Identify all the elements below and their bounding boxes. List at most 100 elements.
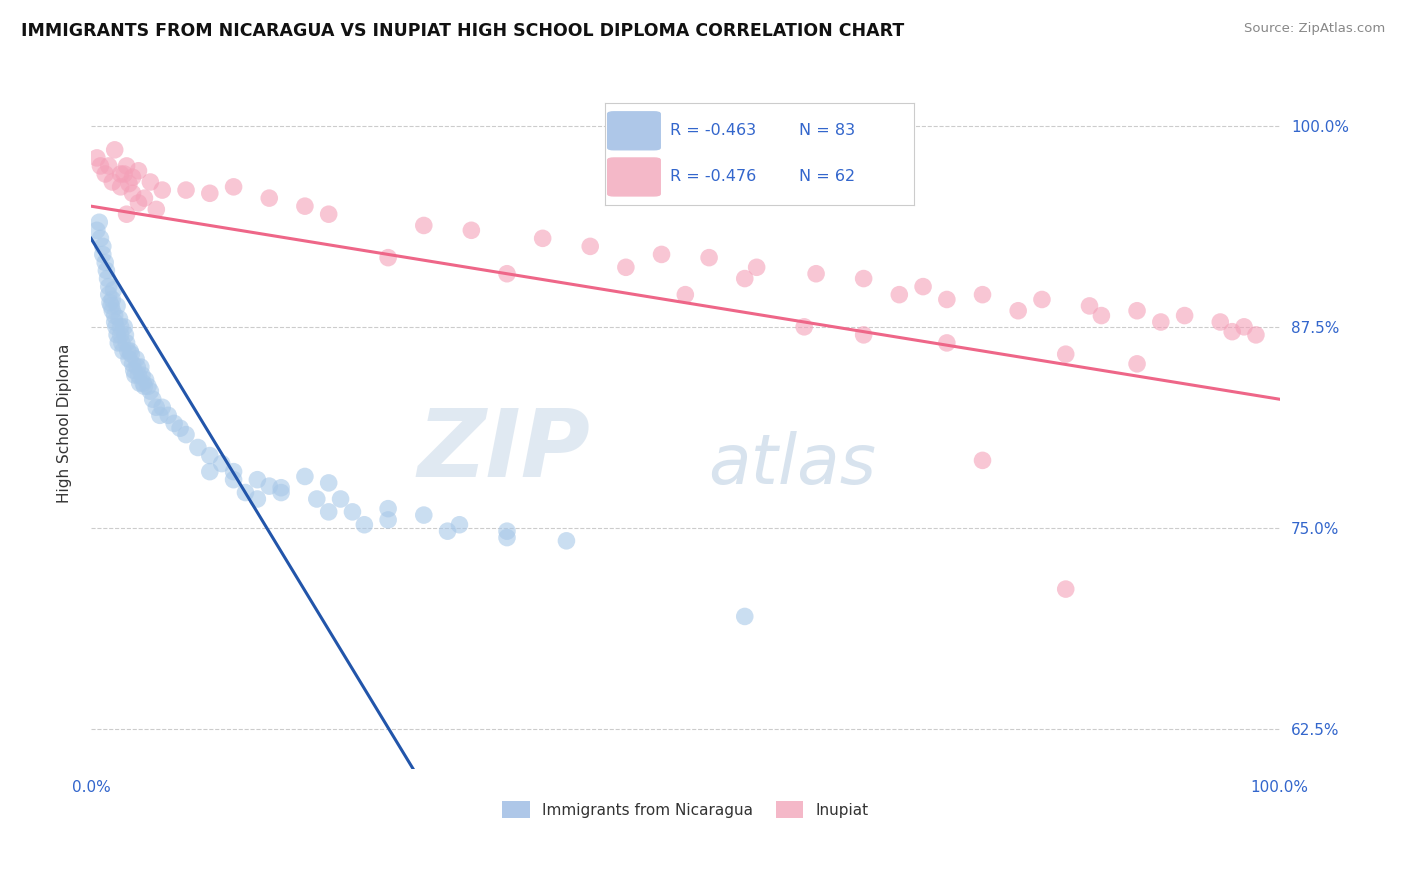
Point	[793, 319, 815, 334]
Point	[121, 186, 143, 201]
Point	[169, 421, 191, 435]
Point	[134, 191, 156, 205]
Point	[852, 271, 875, 285]
Text: N = 62: N = 62	[800, 169, 856, 185]
Point	[187, 441, 209, 455]
Point	[97, 287, 120, 301]
Point	[112, 319, 135, 334]
Point	[125, 351, 148, 366]
Point	[157, 409, 180, 423]
Point	[377, 251, 399, 265]
Point	[412, 508, 434, 522]
Point	[1054, 347, 1077, 361]
Point	[1233, 319, 1256, 334]
Point	[1126, 303, 1149, 318]
Point	[142, 392, 165, 407]
Point	[318, 505, 340, 519]
Point	[110, 327, 132, 342]
Point	[117, 343, 139, 358]
Point	[1126, 357, 1149, 371]
Point	[294, 469, 316, 483]
Point	[118, 351, 141, 366]
Point	[198, 465, 221, 479]
Point	[145, 202, 167, 217]
Point	[852, 327, 875, 342]
Point	[110, 167, 132, 181]
Point	[118, 177, 141, 191]
Point	[531, 231, 554, 245]
Point	[673, 287, 696, 301]
FancyBboxPatch shape	[607, 158, 661, 196]
Point	[94, 167, 117, 181]
Point	[121, 170, 143, 185]
Point	[89, 231, 111, 245]
Point	[105, 299, 128, 313]
Point	[110, 179, 132, 194]
Point	[436, 524, 458, 538]
Point	[98, 295, 121, 310]
Point	[115, 335, 138, 350]
Point	[89, 159, 111, 173]
Point	[1220, 325, 1243, 339]
Point	[124, 368, 146, 383]
Point	[449, 517, 471, 532]
Point	[496, 524, 519, 538]
Point	[103, 283, 125, 297]
Point	[377, 513, 399, 527]
Point	[150, 183, 173, 197]
Point	[614, 260, 637, 275]
Point	[97, 271, 120, 285]
Point	[270, 481, 292, 495]
Text: Source: ZipAtlas.com: Source: ZipAtlas.com	[1244, 22, 1385, 36]
Point	[935, 293, 957, 307]
Point	[139, 175, 162, 189]
Text: R = -0.463: R = -0.463	[669, 123, 755, 138]
Text: ZIP: ZIP	[418, 405, 591, 497]
Point	[100, 299, 122, 313]
Point	[257, 479, 280, 493]
Point	[222, 473, 245, 487]
Point	[104, 143, 127, 157]
Point	[132, 376, 155, 391]
Point	[1007, 303, 1029, 318]
Point	[128, 376, 150, 391]
Point	[112, 167, 135, 181]
Point	[150, 401, 173, 415]
Point	[697, 251, 720, 265]
Point	[91, 247, 114, 261]
Point	[174, 183, 197, 197]
Point	[97, 159, 120, 173]
Point	[105, 327, 128, 342]
Point	[101, 293, 124, 307]
Point	[127, 163, 149, 178]
Point	[342, 505, 364, 519]
Point	[318, 475, 340, 490]
Point	[115, 207, 138, 221]
Point	[745, 260, 768, 275]
Point	[112, 343, 135, 358]
Point	[972, 453, 994, 467]
Point	[555, 533, 578, 548]
Point	[101, 303, 124, 318]
Point	[889, 287, 911, 301]
Point	[329, 491, 352, 506]
Point	[115, 159, 138, 173]
Point	[127, 359, 149, 374]
Point	[235, 485, 257, 500]
Point	[1031, 293, 1053, 307]
Text: N = 83: N = 83	[800, 123, 856, 138]
Point	[579, 239, 602, 253]
Point	[804, 267, 827, 281]
Point	[1054, 582, 1077, 596]
Point	[110, 319, 132, 334]
Point	[136, 379, 159, 393]
Point	[305, 491, 328, 506]
Point	[89, 215, 111, 229]
Point	[104, 319, 127, 334]
Point	[149, 409, 172, 423]
Point	[496, 267, 519, 281]
Point	[111, 335, 134, 350]
FancyBboxPatch shape	[607, 112, 661, 150]
Point	[353, 517, 375, 532]
Point	[377, 501, 399, 516]
